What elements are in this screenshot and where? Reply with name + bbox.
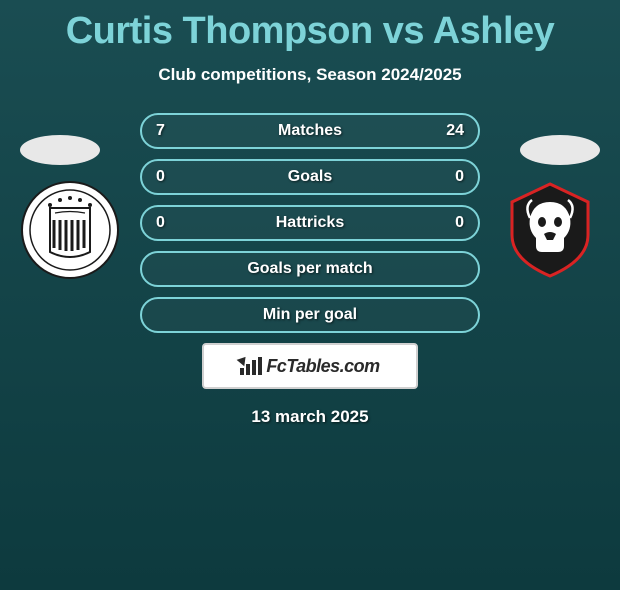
stat-label: Goals per match (180, 260, 440, 278)
club-crest-right (500, 180, 600, 280)
bar-chart-icon (240, 357, 262, 375)
page-title: Curtis Thompson vs Ashley (0, 10, 620, 53)
stat-left-value: 7 (156, 122, 180, 140)
player-avatar-right (520, 135, 600, 165)
stat-row-hattricks: 0 Hattricks 0 (140, 205, 480, 241)
stat-label: Min per goal (180, 306, 440, 324)
stat-right-value: 24 (440, 122, 464, 140)
stat-row-goals: 0 Goals 0 (140, 159, 480, 195)
grimsby-town-crest-icon (20, 180, 120, 280)
stat-left-value: 0 (156, 168, 180, 186)
stat-row-goals-per-match: Goals per match (140, 251, 480, 287)
stat-label: Goals (180, 168, 440, 186)
stat-right-value: 0 (440, 168, 464, 186)
stat-row-matches: 7 Matches 24 (140, 113, 480, 149)
subtitle: Club competitions, Season 2024/2025 (0, 65, 620, 85)
brand-watermark: FcTables.com (202, 343, 418, 389)
club-crest-left (20, 180, 120, 280)
stat-left-value: 0 (156, 214, 180, 232)
date-label: 13 march 2025 (0, 407, 620, 427)
stat-right-value: 0 (440, 214, 464, 232)
stat-row-min-per-goal: Min per goal (140, 297, 480, 333)
stat-label: Hattricks (180, 214, 440, 232)
salford-city-crest-icon (500, 180, 600, 280)
brand-text: FcTables.com (266, 356, 379, 377)
player-avatar-left (20, 135, 100, 165)
stat-label: Matches (180, 122, 440, 140)
stats-container: 7 Matches 24 0 Goals 0 0 Hattricks 0 Goa… (140, 113, 480, 333)
